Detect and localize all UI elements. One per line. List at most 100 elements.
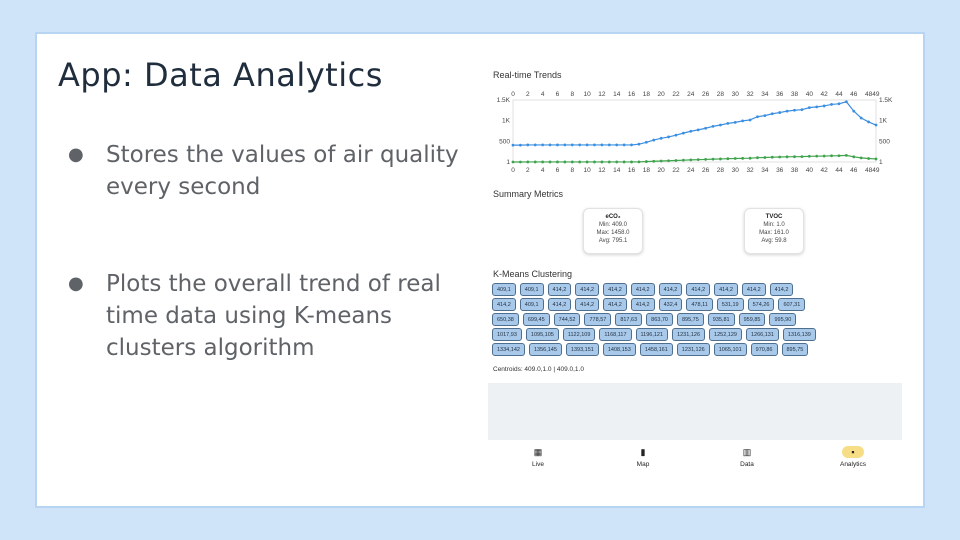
cluster-row: 1334,142 1356,145 1393,151 1408,153 1458,161… (492, 343, 898, 356)
slide-title: App: Data Analytics (58, 56, 383, 94)
metric-card-eco2: eCO₂ Min: 409.0 Max: 1458.0 Avg: 795.1 (583, 208, 643, 254)
series-point-1 (622, 160, 626, 164)
series-point-0 (600, 143, 604, 147)
series-point-1 (607, 160, 611, 164)
cluster-chip: 414,2 (575, 298, 600, 311)
series-point-1 (874, 157, 878, 161)
series-point-1 (815, 154, 819, 158)
series-point-1 (563, 160, 567, 164)
series-point-0 (511, 143, 515, 147)
map-icon: ▮ (640, 447, 646, 457)
series-point-1 (770, 155, 774, 159)
series-point-0 (681, 131, 685, 135)
cluster-chip: 895,75 (781, 343, 809, 356)
nav-live[interactable]: ▦ Live (508, 446, 568, 468)
series-point-0 (696, 128, 700, 132)
x-tick-label-top: 30 (732, 91, 740, 98)
series-point-0 (652, 138, 656, 142)
empty-content-area (488, 383, 902, 440)
series-point-0 (667, 135, 670, 139)
metric-avg: Avg: 795.1 (598, 238, 628, 244)
series-point-0 (830, 103, 833, 106)
series-point-0 (748, 118, 752, 122)
series-point-1 (659, 159, 663, 163)
realtime-trends-title: Real-time Trends (493, 70, 562, 80)
series-point-1 (704, 158, 708, 161)
nav-analytics[interactable]: ▪ Analytics (823, 446, 883, 468)
series-point-0 (526, 143, 530, 147)
cluster-chip: 574,26 (747, 298, 775, 311)
cluster-chip: 1231,126 (672, 328, 706, 341)
x-tick-label-bottom: 38 (791, 167, 799, 174)
cluster-chip: 414,2 (603, 283, 627, 296)
x-tick-label-top: 22 (672, 91, 680, 98)
series-point-0 (533, 143, 537, 147)
cluster-chip: 414,2 (714, 283, 738, 296)
series-point-0 (704, 126, 708, 130)
y-tick-label-left: 1.5K (497, 97, 511, 104)
x-tick-label-top: 44 (835, 91, 843, 98)
series-point-1 (778, 155, 782, 159)
series-point-0 (800, 108, 804, 112)
x-tick-label-bottom: 14 (613, 167, 621, 174)
series-point-0 (822, 104, 826, 108)
series-point-0 (578, 143, 582, 147)
metric-name: eCO₂ (605, 214, 621, 220)
cluster-chip: 1252,129 (709, 328, 742, 341)
cluster-chip: 817,63 (615, 313, 643, 326)
cluster-chip: 1168,117 (599, 328, 632, 341)
realtime-trends-chart: 0022446688101012121414161618182020222224… (497, 91, 893, 174)
series-point-1 (741, 156, 745, 160)
cluster-chip: 1196,121 (635, 328, 669, 341)
series-point-1 (652, 159, 656, 163)
x-tick-label-top: 40 (806, 91, 814, 98)
x-tick-label-top: 4 (541, 91, 545, 98)
series-point-0 (615, 143, 619, 147)
series-point-1 (719, 157, 722, 161)
cluster-chip: 1458,161 (639, 343, 673, 356)
cluster-row: 650,38 699,45 744,52 778,57 817,63 863,70 895,… (492, 313, 898, 326)
y-tick-label-left: 500 (499, 138, 510, 145)
series-point-1 (556, 160, 559, 164)
series-point-1 (511, 160, 515, 164)
cluster-chip: 414,2 (630, 283, 655, 296)
plot-area (512, 99, 877, 163)
series-point-0 (644, 140, 648, 144)
series-point-0 (756, 115, 759, 119)
metric-min: Min: 409.0 (598, 222, 628, 228)
x-tick-label-bottom: 22 (672, 167, 680, 174)
series-point-0 (689, 129, 693, 133)
series-point-1 (756, 156, 759, 160)
series-point-0 (741, 119, 745, 123)
x-tick-label-bottom: 42 (821, 167, 829, 174)
series-point-1 (526, 160, 530, 164)
cluster-chip: 1316,139 (782, 328, 816, 341)
x-tick-label-bottom: 16 (628, 167, 636, 174)
series-point-0 (519, 143, 522, 147)
series-point-1 (689, 158, 693, 162)
series-point-0 (607, 143, 611, 147)
x-tick-label-bottom: 20 (658, 167, 666, 174)
series-point-1 (585, 160, 589, 164)
series-point-1 (696, 158, 700, 162)
y-tick-label-right: 500 (879, 138, 890, 145)
y-tick-label-right: 1.5K (879, 97, 893, 104)
cluster-chip: 1095,105 (525, 328, 559, 341)
x-tick-label-bottom: 30 (732, 167, 740, 174)
bullet-dot: ● (68, 144, 84, 165)
analytics-icon: ▪ (842, 446, 864, 458)
x-tick-label-bottom: 32 (746, 167, 754, 174)
kmeans-title: K-Means Clustering (493, 269, 573, 279)
nav-data[interactable]: ▥ Data (717, 446, 777, 468)
nav-map[interactable]: ▮ Map (613, 446, 673, 468)
series-point-0 (630, 143, 633, 147)
cluster-chips: 409,1 409,1 414,2 414,2 414,2 414,2 414,2 414,2… (492, 283, 898, 358)
series-point-1 (844, 153, 848, 157)
metric-avg: Avg: 59.8 (761, 238, 787, 244)
cluster-chip: 478,11 (686, 298, 713, 311)
series-point-1 (726, 157, 730, 161)
series-point-0 (733, 120, 737, 124)
series-point-1 (830, 154, 833, 158)
x-tick-label-top: 42 (821, 91, 829, 98)
cluster-chip: 778,57 (584, 313, 612, 326)
